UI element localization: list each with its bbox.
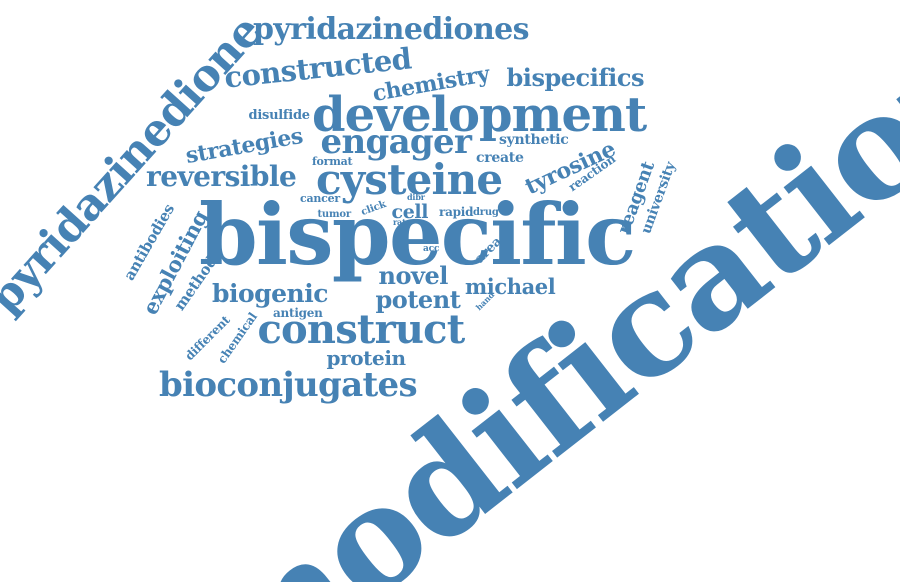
word-biogenic: biogenic: [212, 278, 328, 308]
word-synthetic: synthetic: [499, 132, 569, 148]
word-format: format: [312, 154, 353, 168]
word-drug: drug: [473, 207, 499, 218]
word-rate: rate: [393, 217, 411, 227]
word-create: create: [476, 150, 524, 166]
word-engager: engager: [320, 122, 472, 162]
word-disulfide: disulfide: [248, 107, 311, 123]
word-acc: acc: [423, 243, 440, 254]
word-reversible: reversible: [146, 160, 297, 193]
word-bispecific: bispecific: [199, 185, 636, 284]
word-rapid: rapid: [439, 205, 474, 219]
word-cysteine: cysteine: [316, 155, 503, 204]
word-pyridazinediones: pyridazinediones: [253, 12, 530, 47]
word-cell: cell: [391, 200, 429, 223]
word-novel: novel: [378, 261, 449, 290]
word-potent: potent: [375, 285, 461, 314]
word-michael: michael: [465, 273, 556, 299]
word-antigen: antigen: [273, 306, 323, 320]
word-construct: construct: [257, 306, 466, 353]
word-protein: protein: [326, 346, 407, 370]
word-bispecifics: bispecifics: [506, 63, 645, 92]
word-bioconjugates: bioconjugates: [159, 365, 418, 405]
word-tumor: tumor: [317, 209, 352, 220]
word-dibr: dibr: [407, 192, 425, 202]
word-development: development: [312, 87, 647, 143]
word-cancer: cancer: [300, 191, 340, 205]
